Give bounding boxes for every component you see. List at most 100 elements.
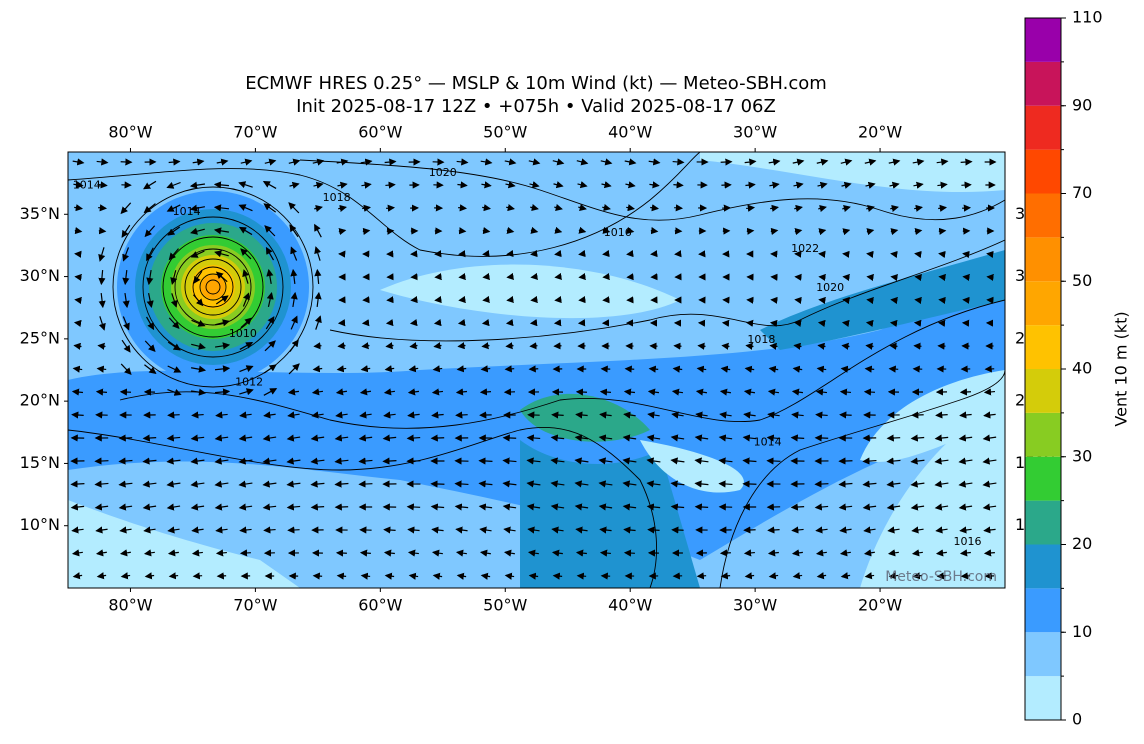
wind-arrow: [213, 227, 230, 235]
wind-arrow: [864, 365, 875, 373]
colorbar-tick-label: 90: [1072, 95, 1092, 114]
wind-arrow: [359, 549, 371, 557]
wind-arrow: [287, 526, 300, 534]
wind-arrow: [647, 388, 660, 396]
wind-arrow: [911, 549, 923, 557]
wind-arrow: [721, 319, 730, 327]
wind-arrow: [578, 272, 586, 281]
wind-arrow: [214, 365, 231, 373]
isobar-label: 1014: [754, 435, 782, 448]
wind-arrow: [361, 319, 370, 327]
wind-arrow: [938, 296, 946, 304]
wind-arrow: [506, 226, 515, 234]
wind-arrow: [886, 457, 901, 465]
wind-arrow: [650, 204, 660, 212]
wind-arrow: [506, 204, 515, 212]
wind-arrow: [481, 181, 492, 189]
wind-arrow: [863, 526, 876, 534]
x-tick-label: 40°W: [608, 596, 652, 615]
wind-arrow: [888, 158, 901, 166]
wind-arrow: [190, 480, 205, 488]
wind-arrow: [554, 272, 562, 281]
wind-arrow: [167, 365, 182, 373]
wind-arrow: [602, 273, 610, 281]
wind-arrow: [407, 411, 420, 419]
wind-arrow: [482, 227, 491, 235]
wind-arrow: [743, 388, 756, 396]
wind-arrow: [410, 296, 418, 304]
wind-arrow: [386, 227, 395, 235]
wind-arrow: [554, 226, 563, 234]
wind-arrow: [913, 319, 922, 327]
wind-arrow: [889, 342, 898, 350]
wind-arrow: [142, 503, 157, 511]
wind-arrow: [190, 457, 205, 465]
wind-arrow: [122, 316, 130, 331]
wind-arrow: [478, 457, 493, 465]
wind-arrow: [146, 316, 155, 331]
wind-arrow: [937, 181, 948, 189]
wind-arrow: [313, 342, 322, 350]
wind-arrow: [578, 203, 587, 211]
wind-arrow: [840, 365, 851, 373]
wind-arrow: [94, 457, 109, 465]
wind-arrow: [98, 292, 106, 309]
wind-arrow: [458, 272, 466, 281]
wind-arrows: [70, 158, 997, 580]
wind-arrow: [818, 296, 826, 305]
isobar: [142, 216, 284, 358]
wind-arrow: [71, 549, 83, 557]
wind-arrow: [431, 549, 443, 557]
subtitle: Init 2025-08-17 12Z • +075h • Valid 2025…: [296, 96, 776, 117]
wind-arrow: [599, 388, 612, 396]
wind-arrow: [670, 457, 685, 465]
wind-arrow: [455, 388, 468, 396]
wind-arrow: [455, 411, 468, 419]
wind-arrow: [456, 158, 469, 166]
colorbar-segment: [1025, 456, 1061, 501]
wind-arrow: [889, 181, 900, 189]
wind-arrow: [626, 226, 635, 235]
wind-arrow: [601, 181, 612, 189]
wind-arrow: [841, 319, 850, 328]
wind-arrow: [578, 296, 586, 304]
wind-arrow: [191, 365, 207, 373]
wind-arrow: [144, 225, 156, 238]
wind-arrow: [674, 204, 684, 212]
wind-arrow: [890, 228, 899, 236]
wind-arrow: [529, 319, 538, 327]
wind-arrow: [97, 342, 106, 350]
wind-arrow: [598, 434, 613, 442]
wind-arrow: [215, 295, 229, 305]
wind-arrow: [143, 180, 157, 190]
wind-arrow: [239, 341, 254, 350]
wind-arrow: [670, 434, 685, 442]
wind-arrow: [193, 270, 203, 284]
colorbar-segment: [1025, 281, 1061, 326]
wind-arrow: [526, 480, 541, 488]
wind-arrow: [526, 434, 541, 442]
wind-arrow: [335, 388, 348, 396]
wind-arrow: [815, 549, 827, 557]
isobar-label: 1014: [73, 179, 101, 192]
wind-arrow: [94, 503, 109, 511]
wind-arrow: [480, 572, 491, 580]
wind-arrow: [842, 296, 850, 305]
wind-arrow: [430, 503, 445, 511]
wind-arrow: [458, 295, 466, 304]
wind-arrow: [289, 224, 299, 238]
wind-arrow: [191, 549, 203, 557]
wind-arrow: [454, 480, 469, 488]
wind-arrow: [334, 457, 349, 465]
wind-arrow: [73, 319, 82, 328]
wind-arrow: [240, 248, 252, 260]
wind-arrow: [290, 291, 298, 308]
wind-core: [520, 393, 650, 442]
wind-arrow: [337, 181, 348, 189]
wind-arrow: [168, 572, 179, 580]
wind-arrow: [338, 204, 347, 212]
wind-arrow: [214, 480, 229, 488]
wind-arrow: [433, 342, 442, 350]
wind-arrow: [838, 503, 853, 511]
